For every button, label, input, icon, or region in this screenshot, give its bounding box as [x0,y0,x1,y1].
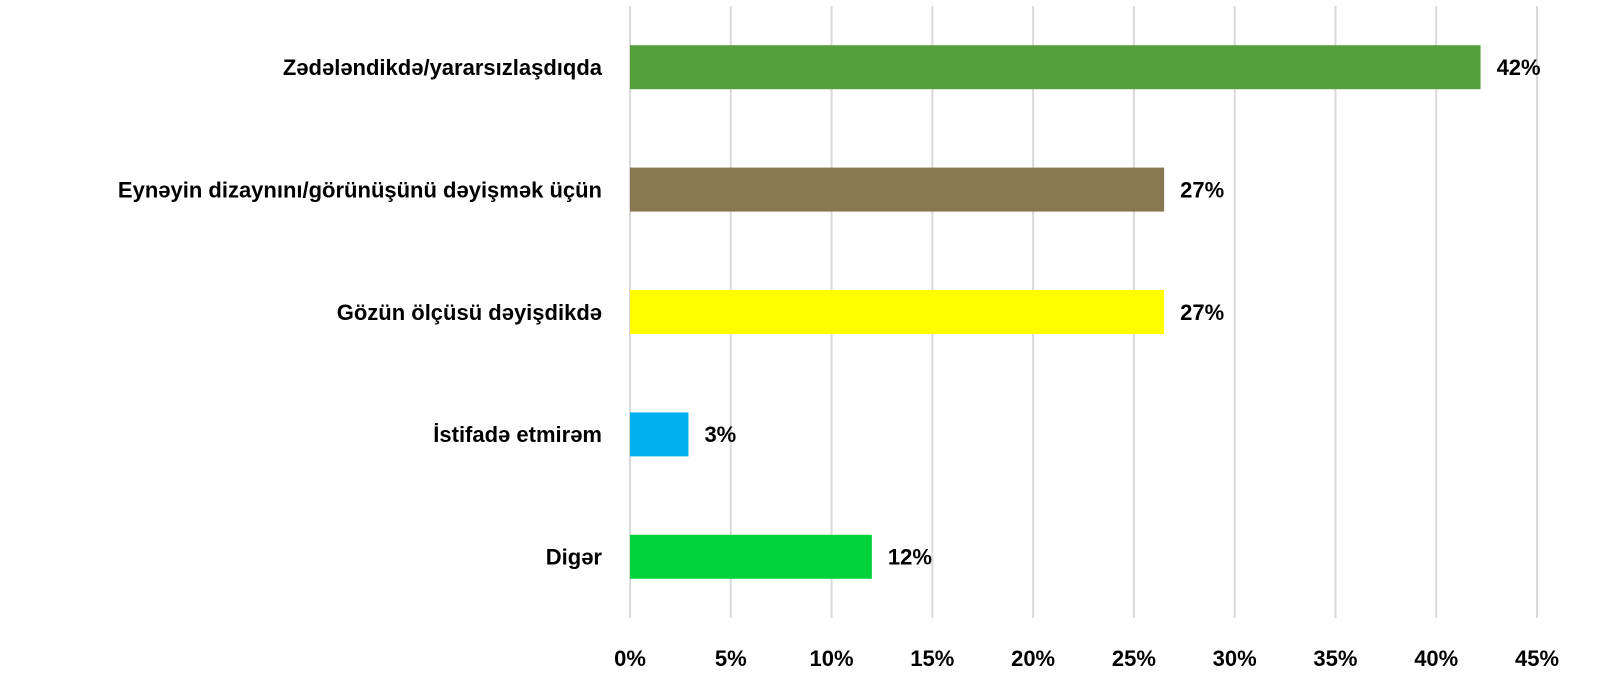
y-tick-label: İstifadə etmirəm [433,422,602,447]
bar [630,167,1165,212]
x-tick-label: 45% [1515,646,1559,671]
y-tick-label: Gözün ölçüsü dəyişdikdə [337,300,602,325]
bar [630,45,1481,90]
x-tick-label: 5% [715,646,747,671]
x-tick-label: 10% [810,646,854,671]
x-tick-label: 40% [1414,646,1458,671]
x-tick-label: 30% [1213,646,1257,671]
data-label: 42% [1497,55,1541,80]
bar [630,534,872,579]
y-tick-label: Zədələndikdə/yararsızlaşdıqda [283,55,603,80]
y-tick-label: Eynəyin dizaynını/görünüşünü dəyişmək üç… [118,177,602,202]
x-tick-label: 20% [1011,646,1055,671]
data-label: 27% [1180,177,1224,202]
x-tick-label: 25% [1112,646,1156,671]
x-tick-label: 15% [910,646,954,671]
bar [630,290,1165,334]
y-tick-label: Digər [546,545,603,570]
data-label: 3% [704,422,736,447]
x-tick-label: 35% [1313,646,1357,671]
x-tick-label: 0% [614,646,646,671]
data-label: 12% [888,545,932,570]
data-label: 27% [1180,300,1224,325]
bar [630,412,689,457]
